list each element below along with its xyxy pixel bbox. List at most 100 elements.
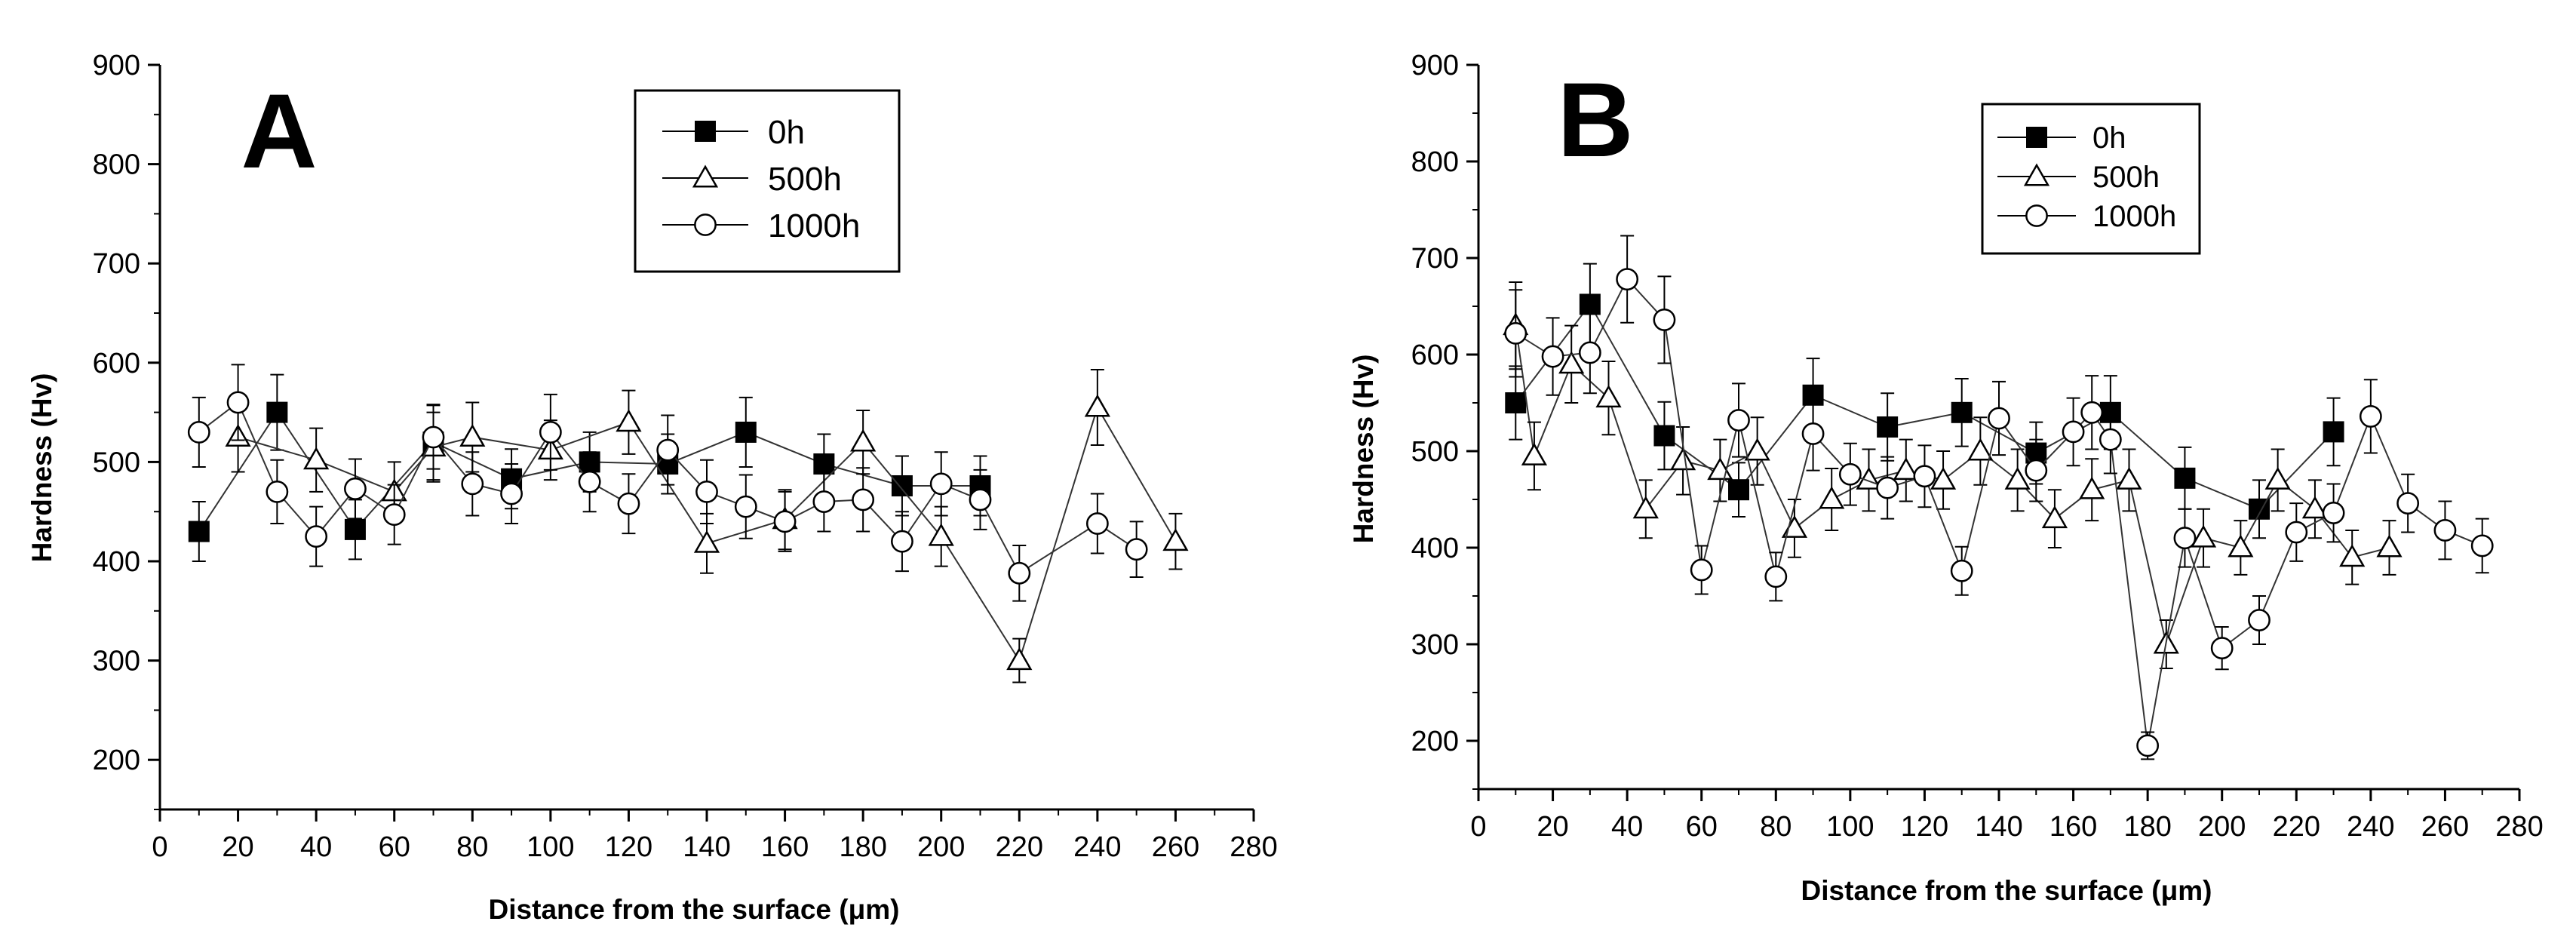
- legend-symbol-500h: [662, 164, 748, 188]
- data-point-500h: [459, 424, 486, 447]
- y-tick-label: 800: [1411, 146, 1459, 178]
- y-tick-label: 400: [1411, 533, 1459, 564]
- x-tick-label: 60: [379, 831, 410, 863]
- data-point-0h: [2174, 467, 2196, 489]
- legend-marker-0h: [695, 121, 716, 142]
- data-point-1000h: [226, 391, 250, 414]
- data-point-1000h: [2099, 428, 2122, 451]
- panel-b-y-axis-title: Hardness (Hv): [1348, 355, 1379, 544]
- x-tick-label: 20: [1537, 811, 1568, 843]
- data-point-500h: [1930, 466, 1957, 490]
- data-point-1000h: [656, 438, 680, 462]
- legend-symbol-1000h: [1997, 204, 2076, 227]
- data-point-0h: [266, 401, 288, 423]
- x-tick-label: 120: [605, 831, 652, 863]
- legend-symbol-1000h: [662, 213, 748, 236]
- legend-label-500h: 500h: [2092, 161, 2160, 194]
- data-point-1000h: [1616, 268, 1639, 291]
- data-point-1000h: [2248, 609, 2271, 631]
- x-tick-label: 260: [1152, 831, 1199, 863]
- data-point-1000h: [2136, 734, 2160, 757]
- series-line-0h: [1515, 303, 2335, 510]
- x-tick-label: 280: [1230, 831, 1277, 863]
- panel-b-x-axis-title: Distance from the surface (μm): [1801, 875, 2212, 906]
- data-point-1000h: [305, 525, 328, 548]
- data-point-500h: [2301, 496, 2329, 519]
- x-tick-label: 260: [2421, 811, 2469, 843]
- data-point-1000h: [1838, 462, 1862, 486]
- data-point-0h: [735, 421, 757, 443]
- data-point-1000h: [969, 488, 992, 511]
- series-0h: [1505, 263, 2344, 539]
- panel-a-legend-box: [634, 89, 901, 273]
- x-tick-label: 160: [761, 831, 809, 863]
- x-tick-label: 80: [456, 831, 488, 863]
- data-point-1000h: [852, 488, 875, 511]
- data-point-500h: [2264, 466, 2291, 490]
- data-point-1000h: [422, 425, 445, 449]
- data-point-1000h: [1727, 409, 1750, 432]
- x-tick-label: 200: [917, 831, 965, 863]
- data-point-500h: [2339, 544, 2366, 567]
- data-point-1000h: [1504, 321, 1527, 345]
- y-tick-label: 600: [93, 348, 140, 379]
- data-point-500h: [2079, 476, 2105, 499]
- y-tick-label: 700: [1411, 243, 1459, 275]
- data-point-500h: [1521, 442, 1548, 465]
- data-point-1000h: [539, 421, 562, 444]
- data-point-1000h: [2080, 401, 2104, 424]
- panel-a-plot-layer: 200 300 400 500 600 700 800 900 0 20 40 60 80 100 120 1…: [93, 50, 1278, 863]
- chart-panel-b: B 200 300 400 500 600 700 800 900 0 20 40 60 80 100 12…: [1348, 50, 2544, 906]
- data-point-500h: [1669, 447, 1696, 471]
- data-point-1000h: [2396, 492, 2420, 515]
- data-point-0h: [1951, 401, 1973, 423]
- data-point-500h: [1006, 647, 1033, 671]
- data-point-1000h: [695, 480, 718, 503]
- data-point-500h: [1967, 438, 1994, 461]
- x-tick-label: 100: [527, 831, 574, 863]
- data-point-500h: [1893, 457, 1919, 481]
- series-500h: [1503, 281, 2403, 669]
- data-point-500h: [616, 409, 642, 432]
- panel-b-legend: 0h 500h 1000h: [1981, 103, 2201, 255]
- x-tick-label: 60: [1686, 811, 1718, 843]
- data-point-500h: [1595, 385, 1622, 408]
- legend-marker-500h: [2023, 163, 2050, 186]
- data-point-1000h: [2470, 534, 2494, 558]
- data-point-500h: [1744, 438, 1770, 461]
- panel-a-legend: 0h 500h 1000h: [634, 89, 901, 273]
- data-point-1000h: [2173, 527, 2197, 550]
- data-point-0h: [1802, 384, 1824, 406]
- data-point-1000h: [461, 472, 484, 496]
- data-point-500h: [1819, 486, 1845, 509]
- y-tick-label: 700: [93, 248, 140, 280]
- data-point-500h: [1084, 394, 1110, 417]
- x-tick-label: 180: [839, 831, 886, 863]
- x-tick-label: 160: [2049, 811, 2097, 843]
- data-point-1000h: [1085, 512, 1109, 535]
- data-point-1000h: [929, 472, 953, 496]
- data-point-1000h: [1801, 422, 1825, 445]
- data-point-1000h: [1913, 465, 1936, 488]
- y-tick-label: 500: [93, 447, 140, 478]
- x-tick-label: 220: [2273, 811, 2320, 843]
- x-tick-label: 140: [1975, 811, 2022, 843]
- legend-label-1000h: 1000h: [768, 207, 860, 244]
- data-point-0h: [1877, 416, 1899, 438]
- data-point-1000h: [1950, 559, 1973, 582]
- data-point-1000h: [812, 490, 836, 513]
- data-point-1000h: [1578, 341, 1601, 364]
- legend-label-500h: 500h: [768, 161, 842, 198]
- data-point-0h: [344, 518, 366, 540]
- legend-marker-1000h: [2025, 204, 2048, 227]
- data-point-1000h: [891, 530, 913, 553]
- series-line-1000h: [1515, 278, 2483, 746]
- legend-symbol-500h: [1997, 163, 2076, 186]
- data-point-1000h: [2433, 519, 2457, 542]
- y-tick-label: 600: [1411, 339, 1459, 371]
- x-tick-label: 240: [2347, 811, 2394, 843]
- data-point-0h: [188, 521, 210, 542]
- data-point-500h: [1558, 351, 1585, 374]
- data-point-0h: [2323, 421, 2344, 443]
